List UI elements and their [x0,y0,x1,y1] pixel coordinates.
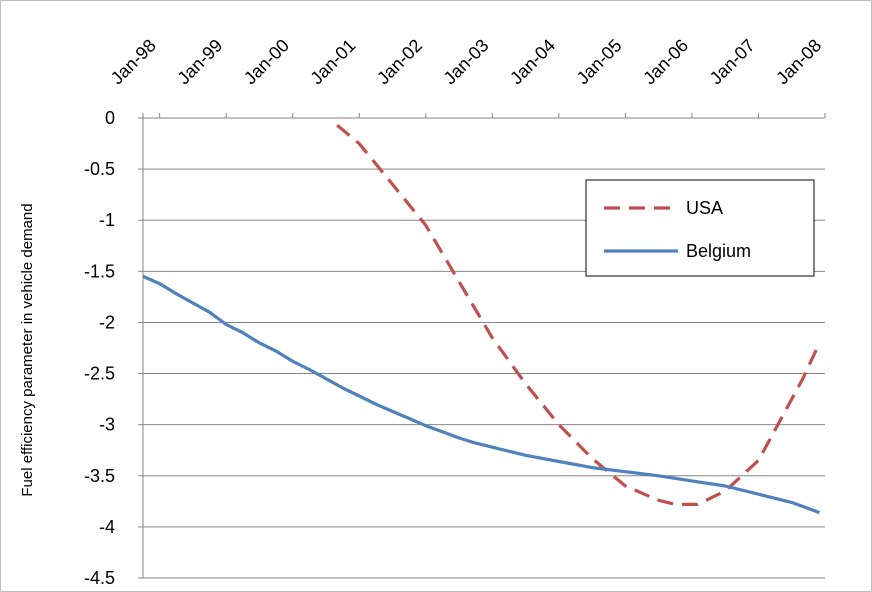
series-line-usa [336,123,821,506]
y-tick-label: -2 [99,312,115,332]
y-tick-label: -1.5 [84,261,115,281]
x-tick-label: Jan-03 [440,35,493,88]
x-tick-label: Jan-02 [373,35,426,88]
series-layer [142,123,821,515]
y-tick-label: -3 [99,415,115,435]
x-tick-label: Jan-08 [772,35,825,88]
legend: USA Belgium [585,179,815,277]
x-tick-label: Jan-06 [639,35,692,88]
y-tick-label: -0.5 [84,159,115,179]
x-tick-label: Jan-05 [573,35,626,88]
x-tick-label: Jan-98 [107,35,160,88]
x-tick-label: Jan-01 [306,35,359,88]
y-tick-label: 0 [105,108,115,128]
series-line-belgium [142,274,821,515]
y-tick-label: -3.5 [84,466,115,486]
x-tick-label: Jan-00 [240,35,293,88]
y-axis-ticks: 0 -0.5 -1 -1.5 -2 -2.5 -3 -3.5 -4 -4.5 [84,108,143,588]
x-tick-label: Jan-04 [506,35,559,88]
legend-label-usa: USA [686,198,723,218]
y-tick-label: -4.5 [84,568,115,588]
axes [142,117,825,578]
y-axis-title: Fuel efficiency parameter in vehicle dem… [19,203,36,496]
x-axis-ticks: Jan-98 Jan-99 Jan-00 Jan-01 Jan-02 Jan-03 Jan-… [107,35,826,118]
legend-box [585,179,815,277]
y-tick-label: -4 [99,517,115,537]
x-tick-label: Jan-99 [173,35,226,88]
x-tick-label: Jan-07 [706,35,759,88]
y-tick-label: -1 [99,210,115,230]
legend-label-belgium: Belgium [686,241,751,261]
y-tick-label: -2.5 [84,364,115,384]
